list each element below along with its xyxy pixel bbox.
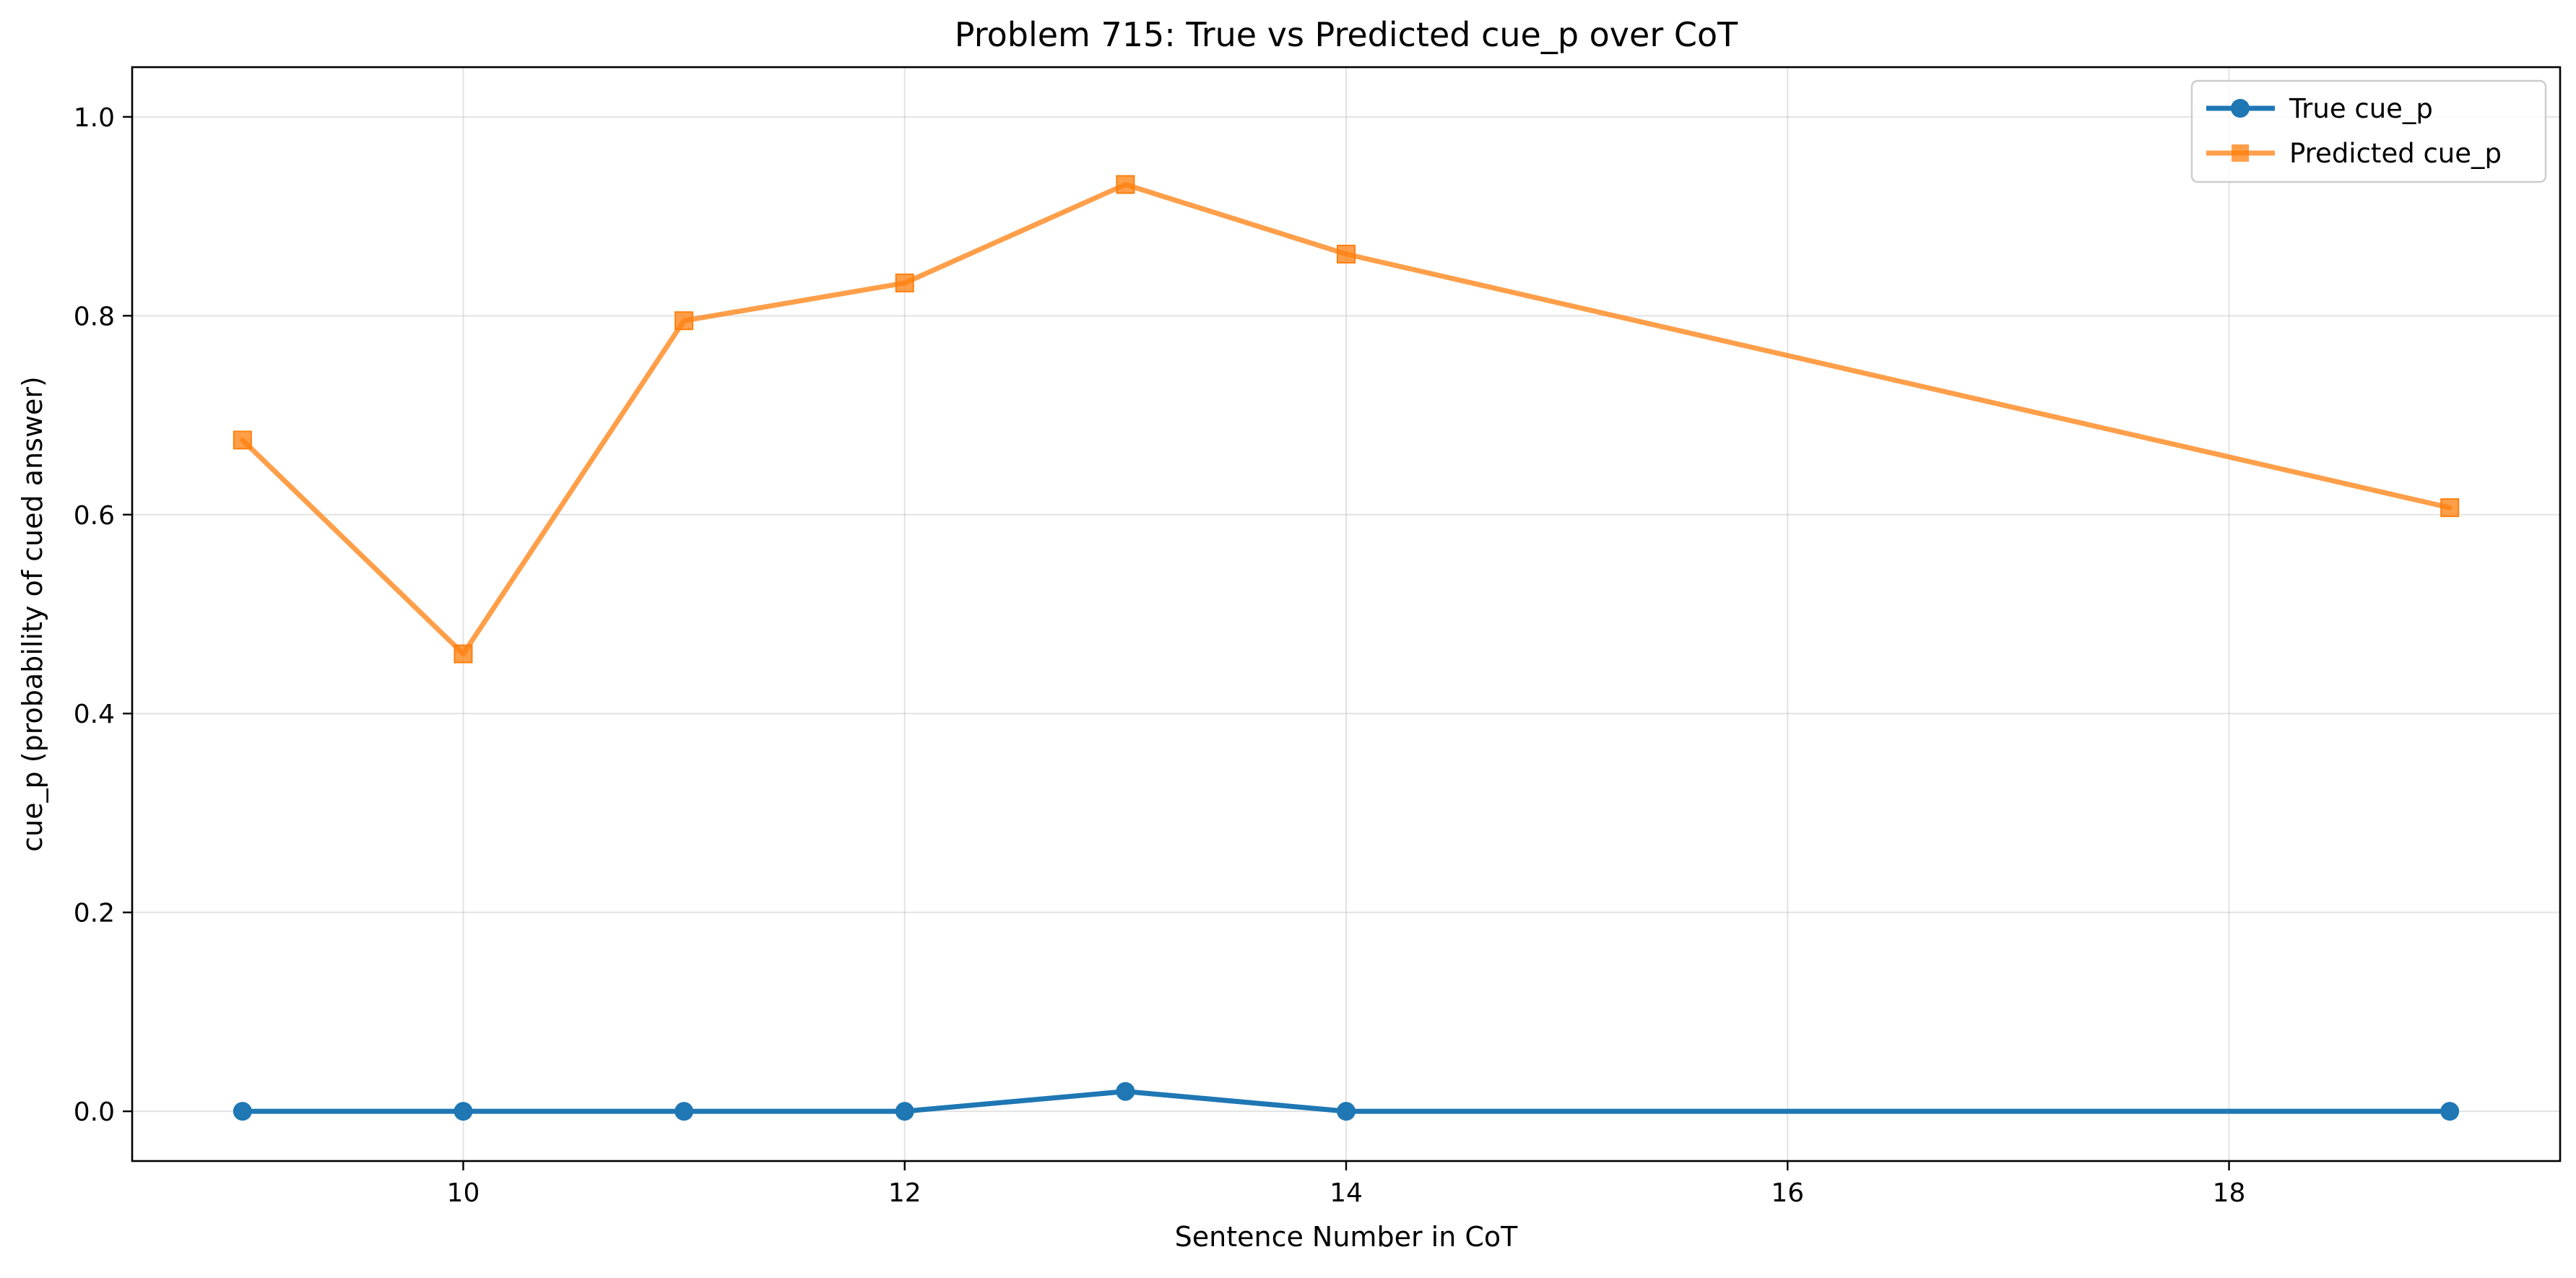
y-tick-label: 0.8: [74, 302, 115, 331]
x-tick-label: 16: [1771, 1178, 1804, 1208]
y-tick-label: 0.0: [74, 1097, 115, 1127]
legend: True cue_p Predicted cue_p: [2190, 79, 2547, 183]
series-true-cue-p: [233, 1082, 2460, 1121]
chart-title: Problem 715: True vs Predicted cue_p ove…: [955, 15, 1738, 54]
y-tick-label: 1.0: [74, 103, 115, 133]
x-tick-label: 12: [888, 1178, 921, 1208]
x-tick-label: 14: [1330, 1178, 1363, 1208]
x-tick-label: 18: [2213, 1178, 2246, 1208]
y-tick-label: 0.6: [74, 501, 115, 531]
data-point: [895, 1102, 914, 1121]
series-predicted-cue-p: [233, 175, 2460, 664]
x-axis-label: Sentence Number in CoT: [1175, 1221, 1519, 1253]
data-point: [233, 430, 252, 450]
data-point: [1337, 1102, 1356, 1121]
legend-box: [2190, 79, 2547, 183]
y-tick-label: 0.4: [74, 700, 115, 729]
data-point: [675, 1102, 694, 1121]
data-point: [1116, 1082, 1135, 1101]
data-point: [233, 1102, 252, 1121]
legend-entry-true-cue-p: True cue_p: [2289, 93, 2433, 124]
data-point: [1116, 175, 1135, 194]
data-point: [454, 644, 473, 664]
data-point: [454, 1102, 473, 1121]
legend-marker-predicted-cue-p: [2232, 144, 2249, 162]
legend-marker-true-cue-p: [2231, 99, 2250, 118]
data-point: [1337, 244, 1356, 264]
y-tick-label: 0.2: [74, 899, 115, 929]
series-layer: [233, 175, 2460, 1121]
y-axis-label: cue_p (probability of cued answer): [17, 376, 48, 852]
data-point: [895, 273, 914, 292]
data-point: [2440, 498, 2460, 518]
data-point: [2440, 1102, 2460, 1121]
legend-entry-predicted-cue-p: Predicted cue_p: [2289, 138, 2502, 169]
data-point: [675, 311, 694, 331]
x-tick-label: 10: [447, 1178, 480, 1208]
ticks: 10 12 14 16 18 0.0 0.2 0.4 0.6 0.8 1.0: [74, 103, 2246, 1208]
